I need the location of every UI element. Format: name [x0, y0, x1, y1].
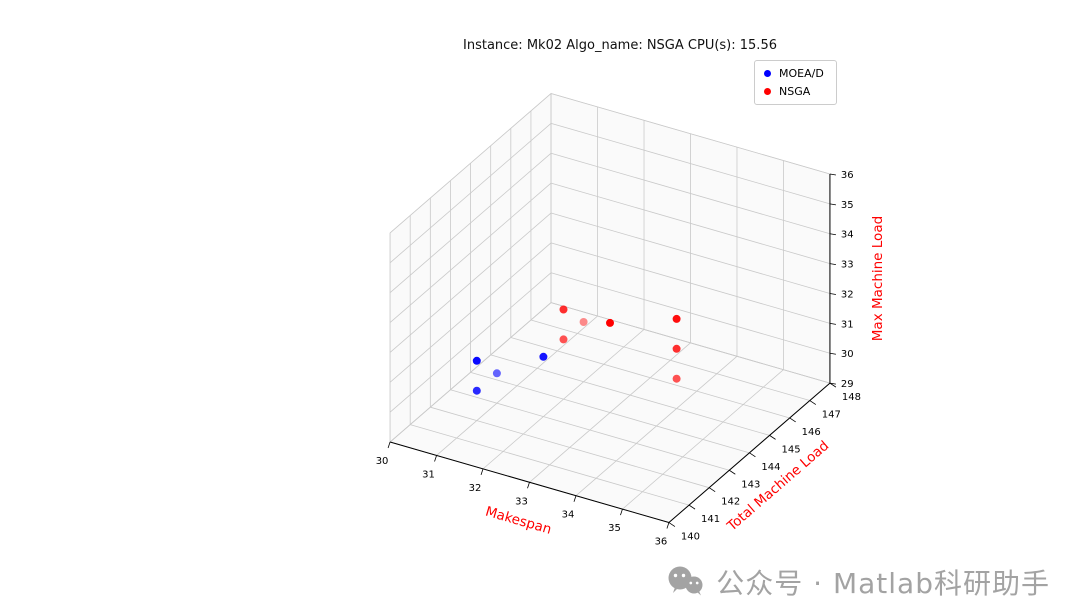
y-tick [769, 435, 776, 440]
x-tick-label: 32 [469, 483, 482, 494]
gridline-y [430, 406, 710, 489]
z-tick-label: 31 [841, 319, 854, 330]
x-tick-label: 30 [376, 456, 389, 467]
x-tick [666, 522, 670, 529]
x-tick [573, 495, 577, 502]
scatter-point-moea-d [472, 386, 481, 395]
y-tick-label: 148 [842, 392, 861, 403]
x-tick [527, 482, 530, 489]
z-tick-label: 34 [841, 230, 854, 241]
y-tick [688, 504, 696, 510]
z-tick [829, 382, 836, 385]
legend-label: MOEA/D [779, 67, 824, 80]
y-tick-label: 145 [782, 444, 801, 455]
scatter-point-nsga [579, 318, 588, 326]
scatter-point-nsga [672, 374, 681, 383]
z-axis-label: Max Machine Load [870, 216, 886, 341]
z-tick [829, 352, 836, 355]
scatter-point-nsga [559, 335, 568, 344]
scatter-point-nsga [606, 318, 614, 327]
gridline-z [389, 242, 552, 383]
x-tick-label: 35 [608, 523, 621, 534]
y-tick-label: 142 [721, 497, 740, 508]
z-tick-label: 32 [841, 289, 854, 300]
z-tick [829, 322, 836, 325]
y-tick-label: 143 [741, 479, 760, 490]
y-tick-label: 146 [802, 427, 821, 438]
gridline-z [389, 182, 552, 323]
scatter-point-nsga [672, 314, 681, 323]
z-tick-label: 35 [841, 200, 854, 211]
y-tick-label: 147 [822, 410, 841, 421]
gridline-z [550, 302, 831, 384]
z-tick-label: 36 [841, 170, 854, 181]
y-tick-label: 140 [681, 532, 700, 543]
y-tick [668, 522, 676, 527]
gridline-y [450, 389, 730, 471]
x-tick-label: 33 [515, 496, 528, 507]
y-tick [789, 417, 796, 423]
z-tick [829, 233, 836, 236]
gridline-z [389, 152, 552, 293]
gridline-z [550, 152, 831, 235]
gridline-y [510, 337, 790, 419]
legend-box: MOEA/D NSGA [754, 60, 837, 105]
gridline-z [389, 302, 552, 443]
x-tick [620, 508, 623, 516]
watermark-text: 公众号 · Matlab科研助手 [716, 567, 1050, 600]
z-tick-label: 29 [841, 379, 854, 390]
x-tick-label: 36 [655, 537, 668, 548]
z-tick [829, 293, 836, 295]
x-axis-label: Makespan [484, 504, 554, 538]
y-tick [829, 382, 837, 388]
gridline-z [550, 93, 831, 175]
y-tick [729, 469, 736, 475]
x-tick [480, 468, 484, 475]
y-tick [749, 452, 756, 458]
z-tick [829, 263, 836, 265]
y-tick-label: 141 [701, 514, 720, 525]
z-tick-label: 30 [841, 349, 854, 360]
gridline-z [550, 122, 831, 205]
y-tick-label: 144 [761, 462, 780, 473]
legend-label: NSGA [779, 85, 811, 98]
gridline-z [389, 212, 552, 353]
gridline-z [550, 212, 831, 294]
z-tick [829, 173, 836, 176]
y-tick [809, 400, 817, 405]
watermark: 公众号 · Matlab科研助手 [666, 562, 1050, 602]
x-tick [387, 441, 391, 449]
gridline-y [470, 371, 750, 454]
legend-marker-dot [764, 88, 771, 95]
legend-entry: NSGA [764, 85, 824, 98]
legend-marker-dot [764, 70, 771, 77]
z-tick-label: 33 [841, 260, 854, 271]
gridline-y [530, 319, 810, 401]
scatter-point-nsga [559, 305, 568, 314]
plot-title: Instance: Mk02 Algo_name: NSGA CPU(s): 1… [463, 38, 777, 53]
gridline-y [490, 354, 770, 436]
gridline-z [389, 93, 552, 234]
gridline-y [410, 424, 690, 506]
legend-entry: MOEA/D [764, 67, 824, 80]
gridline-z [389, 123, 552, 264]
scatter-point-nsga [672, 344, 681, 353]
scatter-point-moea-d [539, 352, 548, 361]
scatter-point-moea-d [492, 369, 501, 378]
y-tick [708, 487, 716, 493]
scatter-point-moea-d [472, 356, 481, 365]
gridline-z [389, 272, 552, 413]
x-tick [434, 455, 437, 462]
gridline-z [550, 272, 831, 354]
z-tick [829, 203, 836, 206]
wechat-icon [668, 566, 703, 596]
gridline-z [550, 242, 831, 324]
x-tick-label: 34 [562, 510, 575, 521]
gridline-z [550, 182, 831, 264]
x-tick-label: 31 [422, 469, 435, 480]
